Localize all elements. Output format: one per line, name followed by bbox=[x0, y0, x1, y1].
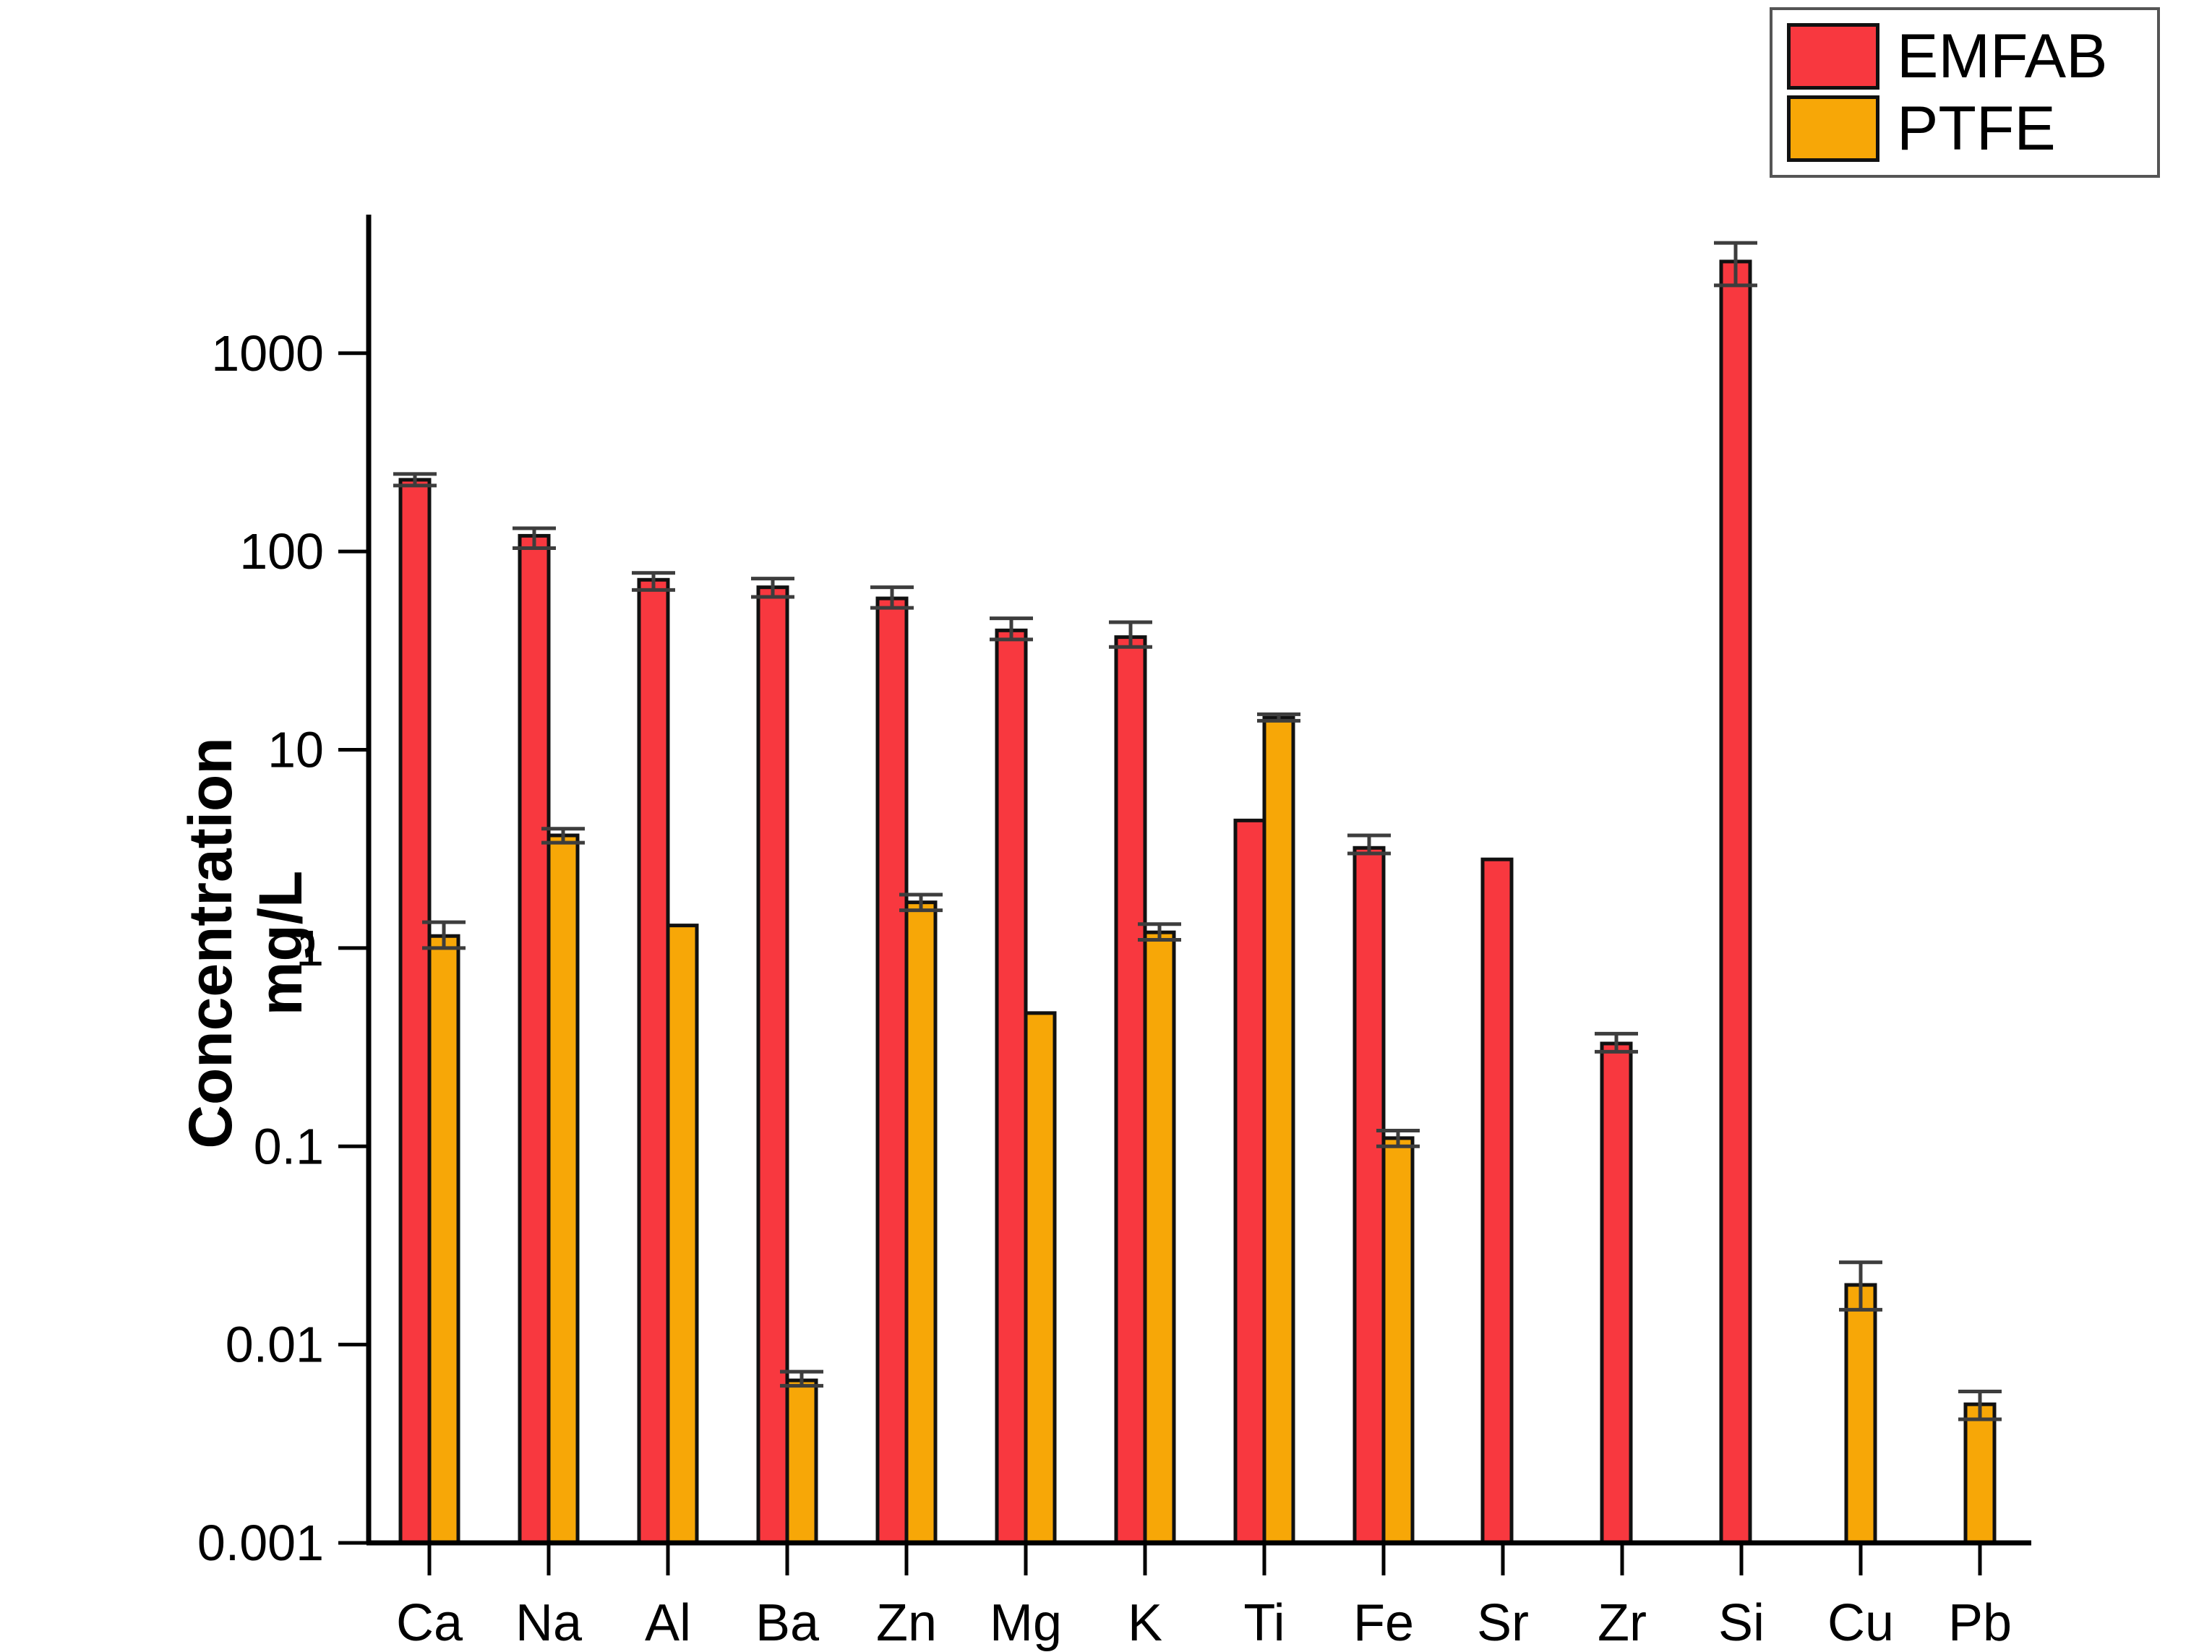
legend: EMFAB PTFE bbox=[1770, 7, 2160, 178]
error-bars-layer bbox=[393, 241, 2002, 1421]
y-tick-label-0.01: 0.01 bbox=[226, 1317, 324, 1373]
bar-PTFE-Ba bbox=[785, 1378, 818, 1545]
y-axis-title-line1: Concentration bbox=[176, 737, 245, 1149]
bar-PTFE-Fe bbox=[1381, 1136, 1415, 1545]
bar-EMFAB-Al bbox=[637, 577, 670, 1545]
legend-label-ptfe: PTFE bbox=[1897, 94, 2056, 163]
y-axis-title-line2: mg/L bbox=[247, 870, 314, 1016]
bar-EMFAB-Ba bbox=[756, 585, 789, 1545]
x-tick-label-Cu: Cu bbox=[1827, 1594, 1894, 1652]
bar-PTFE-K bbox=[1143, 930, 1176, 1545]
bar-EMFAB-Zn bbox=[875, 596, 909, 1545]
x-tick-label-Mg: Mg bbox=[990, 1594, 1062, 1652]
x-tick-label-Ca: Ca bbox=[396, 1594, 463, 1652]
bar-PTFE-Ti bbox=[1262, 715, 1295, 1545]
x-tick-label-Na: Na bbox=[515, 1594, 583, 1652]
x-tick-label-K: K bbox=[1128, 1594, 1162, 1652]
y-tick-label-1000: 1000 bbox=[211, 325, 324, 382]
y-axis-title: Concentration mg/L bbox=[163, 683, 329, 1203]
y-tick-label-0.001: 0.001 bbox=[197, 1515, 324, 1571]
y-tick-label-100: 100 bbox=[239, 523, 324, 580]
legend-item-emfab: EMFAB bbox=[1787, 23, 2143, 90]
x-tick-label-Ti: Ti bbox=[1243, 1594, 1285, 1652]
bar-PTFE-Ca bbox=[427, 934, 460, 1545]
x-tick-label-Si: Si bbox=[1718, 1594, 1765, 1652]
axis-labels-layer: 1000 100 10 1 0.1 0.01 0.001 Ca Na Al Ba Zn Mg K Ti Fe S… bbox=[197, 325, 2012, 1652]
y-tick-label-1: 1 bbox=[296, 920, 324, 976]
bar-PTFE-Mg bbox=[1024, 1011, 1057, 1545]
bar-EMFAB-Ti bbox=[1233, 818, 1266, 1545]
bar-EMFAB-Si bbox=[1719, 259, 1752, 1545]
bar-PTFE-Cu bbox=[1844, 1283, 1877, 1545]
x-tick-label-Zn: Zn bbox=[876, 1594, 937, 1652]
legend-swatch-ptfe bbox=[1787, 95, 1879, 162]
axes-layer bbox=[338, 215, 2031, 1575]
x-tick-label-Fe: Fe bbox=[1353, 1594, 1414, 1652]
x-tick-label-Zr: Zr bbox=[1598, 1594, 1647, 1652]
legend-swatch-emfab bbox=[1787, 23, 1879, 90]
bar-PTFE-Zn bbox=[904, 900, 938, 1545]
x-tick-label-Al: Al bbox=[645, 1594, 691, 1652]
bar-PTFE-Na bbox=[546, 833, 580, 1545]
x-tick-label-Sr: Sr bbox=[1477, 1594, 1529, 1652]
bar-EMFAB-Mg bbox=[995, 628, 1028, 1545]
bar-EMFAB-Ca bbox=[398, 478, 432, 1545]
legend-item-ptfe: PTFE bbox=[1787, 95, 2143, 162]
bars-layer bbox=[398, 259, 1997, 1545]
legend-label-emfab: EMFAB bbox=[1897, 22, 2108, 91]
x-tick-label-Ba: Ba bbox=[755, 1594, 820, 1652]
bar-EMFAB-Fe bbox=[1353, 846, 1386, 1545]
bar-EMFAB-Na bbox=[518, 533, 551, 1545]
y-tick-label-10: 10 bbox=[267, 722, 324, 778]
y-tick-label-0.1: 0.1 bbox=[254, 1118, 324, 1174]
bar-PTFE-Al bbox=[666, 924, 699, 1545]
bar-EMFAB-Sr bbox=[1480, 857, 1514, 1545]
bar-EMFAB-Zr bbox=[1600, 1041, 1633, 1545]
bar-PTFE-Pb bbox=[1963, 1402, 1997, 1545]
x-tick-label-Pb: Pb bbox=[1948, 1594, 2012, 1652]
bar-EMFAB-K bbox=[1114, 635, 1147, 1545]
